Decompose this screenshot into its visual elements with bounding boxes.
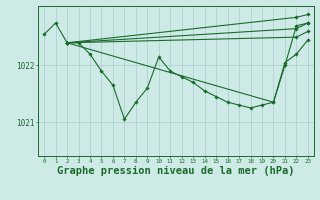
X-axis label: Graphe pression niveau de la mer (hPa): Graphe pression niveau de la mer (hPa) — [57, 166, 295, 176]
